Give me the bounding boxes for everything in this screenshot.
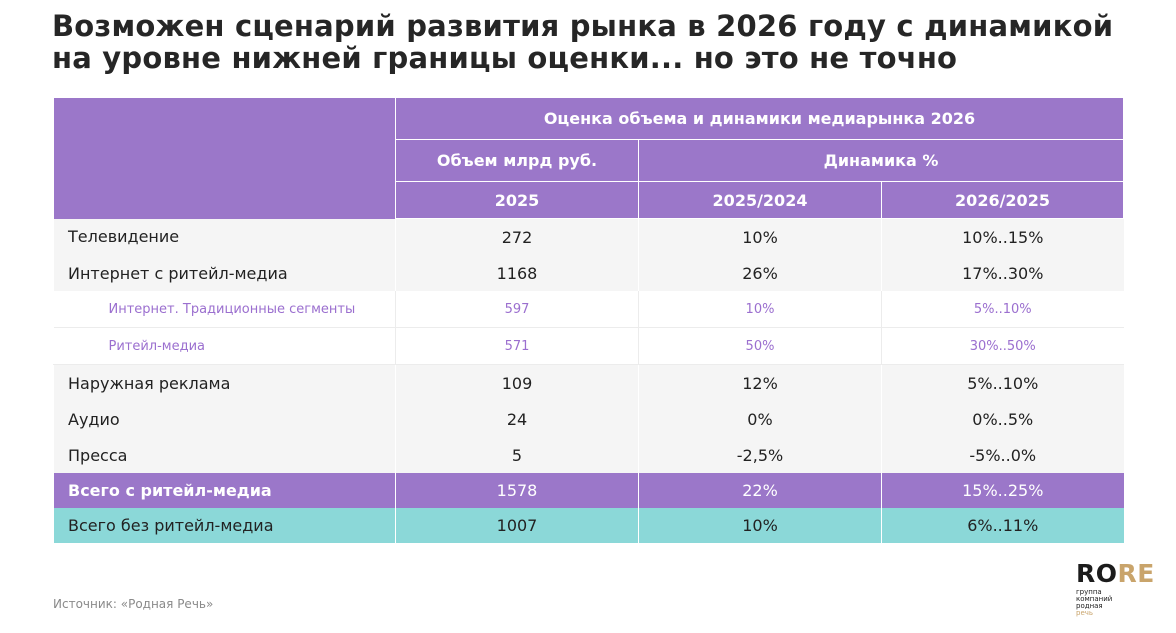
total-row-without-retail: Всего без ритейл-медиа 1007 10% 6%..11% xyxy=(53,508,1124,543)
page-title: Возможен сценарий развития рынка в 2026 … xyxy=(52,10,1152,74)
row-dynamics-1: 22% xyxy=(638,473,882,508)
row-dynamics-1: 10% xyxy=(638,218,882,255)
row-dynamics-2: 5%..10% xyxy=(881,364,1124,401)
logo-caption-line: группа xyxy=(1076,588,1102,596)
table-row: Аудио 24 0% 0%..5% xyxy=(53,401,1124,437)
row-dynamics-2: 15%..25% xyxy=(881,473,1124,508)
header-group: Оценка объема и динамики медиарынка 2026 xyxy=(395,97,1124,140)
logo-caption-line: речь xyxy=(1076,609,1094,617)
row-dynamics-1: -2,5% xyxy=(638,437,882,473)
table-subrow: Ритейл-медиа 571 50% 30%..50% xyxy=(53,327,1124,365)
logo-ro: RO xyxy=(1076,559,1118,588)
table-row: Пресса 5 -2,5% -5%..0% xyxy=(53,437,1124,473)
row-dynamics-1: 50% xyxy=(638,327,882,365)
row-label: Ритейл-медиа xyxy=(53,327,396,365)
row-volume: 597 xyxy=(395,291,639,328)
title-line-2: на уровне нижней границы оценки... но эт… xyxy=(52,41,958,75)
row-label: Телевидение xyxy=(53,218,396,255)
row-volume: 272 xyxy=(395,218,639,255)
row-dynamics-2: -5%..0% xyxy=(881,437,1124,473)
row-volume: 24 xyxy=(395,401,639,437)
header-dynamics: Динамика % xyxy=(638,139,1124,182)
logo-caption: группа компаний родная речь xyxy=(1076,589,1162,617)
row-dynamics-1: 26% xyxy=(638,255,882,291)
row-volume: 1578 xyxy=(395,473,639,508)
row-dynamics-2: 10%..15% xyxy=(881,218,1124,255)
table-row: Телевидение 272 10% 10%..15% xyxy=(53,218,1124,255)
header-period-1: 2025/2024 xyxy=(638,181,882,219)
row-dynamics-2: 0%..5% xyxy=(881,401,1124,437)
source-note: Источник: «Родная Речь» xyxy=(53,597,214,611)
row-volume: 1007 xyxy=(395,508,639,543)
logo-wordmark: RORE xyxy=(1076,561,1162,587)
row-label: Всего с ритейл-медиа xyxy=(53,473,396,508)
row-volume: 109 xyxy=(395,364,639,401)
row-label: Интернет с ритейл-медиа xyxy=(53,255,396,291)
row-label: Пресса xyxy=(53,437,396,473)
row-dynamics-2: 5%..10% xyxy=(881,291,1124,328)
total-row-with-retail: Всего с ритейл-медиа 1578 22% 15%..25% xyxy=(53,473,1124,508)
table-subrow: Интернет. Традиционные сегменты 597 10% … xyxy=(53,291,1124,328)
media-market-table: Оценка объема и динамики медиарынка 2026… xyxy=(53,97,1124,543)
row-volume: 5 xyxy=(395,437,639,473)
company-logo: RORE группа компаний родная речь xyxy=(1076,561,1162,621)
row-dynamics-1: 10% xyxy=(638,508,882,543)
table-row: Наружная реклама 109 12% 5%..10% xyxy=(53,364,1124,401)
row-volume: 1168 xyxy=(395,255,639,291)
table-row: Интернет с ритейл-медиа 1168 26% 17%..30… xyxy=(53,255,1124,291)
header-corner xyxy=(53,97,396,219)
row-dynamics-2: 6%..11% xyxy=(881,508,1124,543)
row-dynamics-2: 17%..30% xyxy=(881,255,1124,291)
title-line-1: Возможен сценарий развития рынка в 2026 … xyxy=(52,9,1114,43)
row-label: Наружная реклама xyxy=(53,364,396,401)
row-dynamics-1: 12% xyxy=(638,364,882,401)
header-period-2: 2026/2025 xyxy=(881,181,1124,219)
row-label: Всего без ритейл-медиа xyxy=(53,508,396,543)
header-volume: Объем млрд руб. xyxy=(395,139,639,182)
logo-caption-line: родная xyxy=(1076,602,1103,610)
row-dynamics-1: 10% xyxy=(638,291,882,328)
row-volume: 571 xyxy=(395,327,639,365)
row-label: Интернет. Традиционные сегменты xyxy=(53,291,396,328)
row-label: Аудио xyxy=(53,401,396,437)
logo-caption-line: компаний xyxy=(1076,595,1113,603)
row-dynamics-1: 0% xyxy=(638,401,882,437)
logo-re: RE xyxy=(1117,559,1155,588)
header-year: 2025 xyxy=(395,181,639,219)
row-dynamics-2: 30%..50% xyxy=(881,327,1124,365)
